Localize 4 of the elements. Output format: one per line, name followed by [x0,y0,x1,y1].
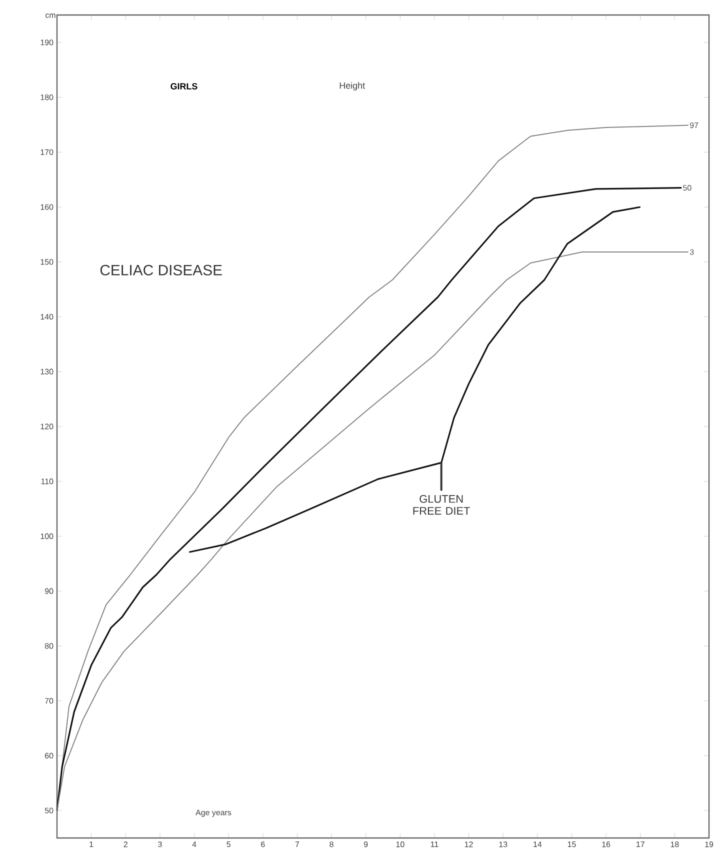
annotation: GLUTEN FREE DIET [413,495,470,515]
annotation: CELIAC DISEASE [100,264,222,276]
text: GIRLS [170,83,198,90]
text: Height [340,82,365,90]
